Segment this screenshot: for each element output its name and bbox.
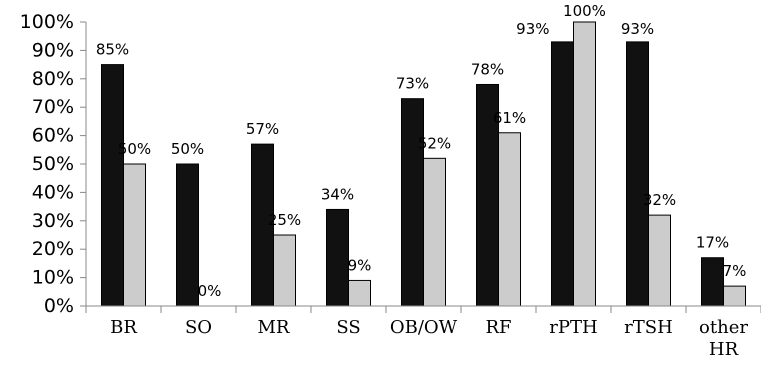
y-tick-label: 20% (32, 238, 74, 260)
x-tick-label: MR (258, 317, 290, 338)
y-axis: 0% 10% 20% 30% 40% 50% 60% 70% 80% 90% 100% (20, 11, 87, 317)
y-tick-label: 50% (32, 153, 74, 175)
y-tick-label: 40% (32, 181, 74, 203)
bar (273, 234, 296, 307)
x-tick-label: rPTH (549, 317, 597, 338)
data-label: 50% (171, 140, 204, 158)
data-label: 7% (723, 262, 747, 280)
bar (401, 98, 424, 307)
data-label: 57% (246, 120, 279, 138)
data-label: 61% (493, 109, 526, 127)
y-tick-label: 90% (32, 39, 74, 61)
bar (176, 163, 199, 307)
y-tick-label: 30% (32, 210, 74, 232)
bar (648, 214, 671, 307)
bar (423, 157, 446, 307)
bar (723, 285, 746, 307)
x-tick-label: other HR (699, 317, 748, 360)
data-label: 78% (471, 60, 504, 78)
y-tick-label: 0% (44, 295, 74, 317)
data-label: 17% (696, 234, 729, 252)
x-tick-label: BR (110, 317, 137, 338)
bar (626, 41, 649, 307)
bar (551, 41, 574, 307)
data-label: 9% (348, 256, 372, 274)
data-label: 93% (621, 20, 654, 38)
y-tick-label: 70% (32, 96, 74, 118)
bars (101, 21, 746, 307)
x-tick-label: rTSH (624, 317, 673, 338)
x-tick-label: OB/OW (390, 317, 458, 338)
data-label: 50% (118, 140, 151, 158)
bar (701, 257, 724, 307)
data-label: 93% (516, 20, 549, 38)
x-tick-label: SO (185, 317, 212, 338)
bar (101, 64, 124, 307)
data-label: 0% (198, 282, 222, 300)
bar (326, 208, 349, 307)
x-axis: BR SO MR SS OB/OW RF rPTH rTSH other HR (85, 305, 761, 360)
bar (123, 163, 146, 307)
bar (573, 21, 596, 307)
data-label: 85% (96, 41, 129, 59)
x-tick-label: SS (336, 317, 360, 338)
y-tick-label: 80% (32, 68, 74, 90)
data-label: 100% (563, 2, 606, 20)
bar (348, 279, 371, 307)
data-label: 73% (396, 75, 429, 93)
x-tick-label: RF (485, 317, 511, 338)
bar (498, 132, 521, 307)
y-tick-label: 10% (32, 267, 74, 289)
data-label: 32% (643, 191, 676, 209)
data-labels: 85% 50% 50% 0% 57% 25% 34% 9% 73% 52% 78% 61% 93% 100… (96, 2, 747, 300)
data-label: 52% (418, 134, 451, 152)
data-label: 25% (268, 211, 301, 229)
y-tick-label: 100% (20, 11, 74, 33)
y-tick-label: 60% (32, 125, 74, 147)
data-label: 34% (321, 185, 354, 203)
